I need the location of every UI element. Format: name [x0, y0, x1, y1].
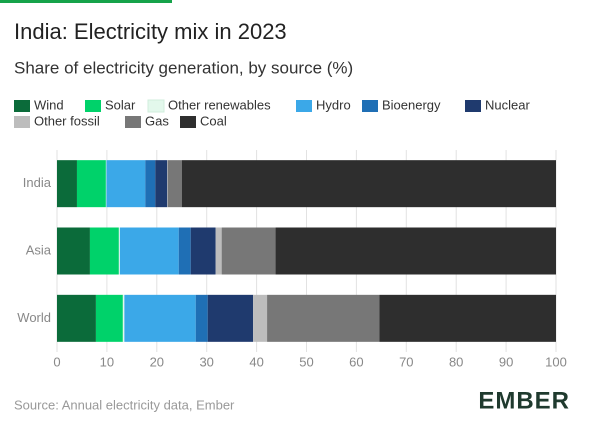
legend-label: Wind [34, 97, 64, 112]
legend-label: Bioenergy [382, 97, 441, 112]
bar-segment [178, 227, 191, 275]
chart-subtitle: Share of electricity generation, by sour… [14, 58, 353, 77]
bar-segment [215, 227, 222, 275]
x-tick-label: 90 [499, 354, 513, 369]
source: Source: Annual electricity data, Ember [14, 397, 235, 412]
bar-segment [207, 294, 254, 342]
legend-swatch [362, 100, 378, 112]
bar-segment [57, 227, 90, 275]
chart-title: India: Electricity mix in 2023 [14, 19, 287, 44]
bar-segment [118, 227, 120, 275]
bar-segment [106, 160, 146, 208]
x-tick-label: 70 [399, 354, 413, 369]
bar-segment [76, 160, 106, 208]
legend-label: Solar [105, 97, 136, 112]
bar-segment [275, 227, 556, 275]
x-tick-label: 50 [299, 354, 313, 369]
bar-segment [57, 160, 77, 208]
bar-segment [181, 160, 556, 208]
x-tick-label: 80 [449, 354, 463, 369]
legend-swatch [180, 116, 196, 128]
x-tick-label: 20 [150, 354, 164, 369]
legend-swatch [147, 99, 165, 113]
legend-swatch [85, 100, 101, 112]
bar-segment [267, 294, 380, 342]
accent-bar [0, 0, 172, 3]
x-tick-label: 10 [100, 354, 114, 369]
bar-segment [119, 227, 179, 275]
legend-label: Hydro [316, 97, 351, 112]
bar-segment [379, 294, 556, 342]
bar-segment [221, 227, 276, 275]
legend-swatch [14, 100, 30, 112]
bar-segment [167, 160, 182, 208]
y-tick-label: World [17, 310, 51, 325]
logo: EMBER [478, 387, 570, 414]
bar-segment [95, 294, 123, 342]
legend-swatch [14, 116, 30, 128]
legend-label: Gas [145, 113, 169, 128]
legend-label: Nuclear [485, 97, 530, 112]
x-tick-label: 60 [349, 354, 363, 369]
bar-segment [190, 227, 216, 275]
y-tick-label: Asia [26, 242, 52, 257]
x-tick-label: 100 [545, 354, 567, 369]
legend-swatch [125, 116, 141, 128]
bar-segment [122, 294, 125, 342]
x-tick-label: 30 [199, 354, 213, 369]
bar-segment [124, 294, 196, 342]
legend-label: Coal [200, 113, 227, 128]
bar-segment [89, 227, 119, 275]
legend-label: Other renewables [168, 97, 271, 112]
legend-swatch [465, 100, 481, 112]
bar-segment [145, 160, 156, 208]
bar-segment [253, 294, 268, 342]
bar-segment [195, 294, 208, 342]
bar-segment [155, 160, 168, 208]
y-tick-label: India [23, 175, 52, 190]
x-tick-label: 0 [53, 354, 60, 369]
bar-segment [57, 294, 96, 342]
x-tick-label: 40 [249, 354, 263, 369]
legend-label: Other fossil [34, 113, 100, 128]
legend-swatch [296, 100, 312, 112]
